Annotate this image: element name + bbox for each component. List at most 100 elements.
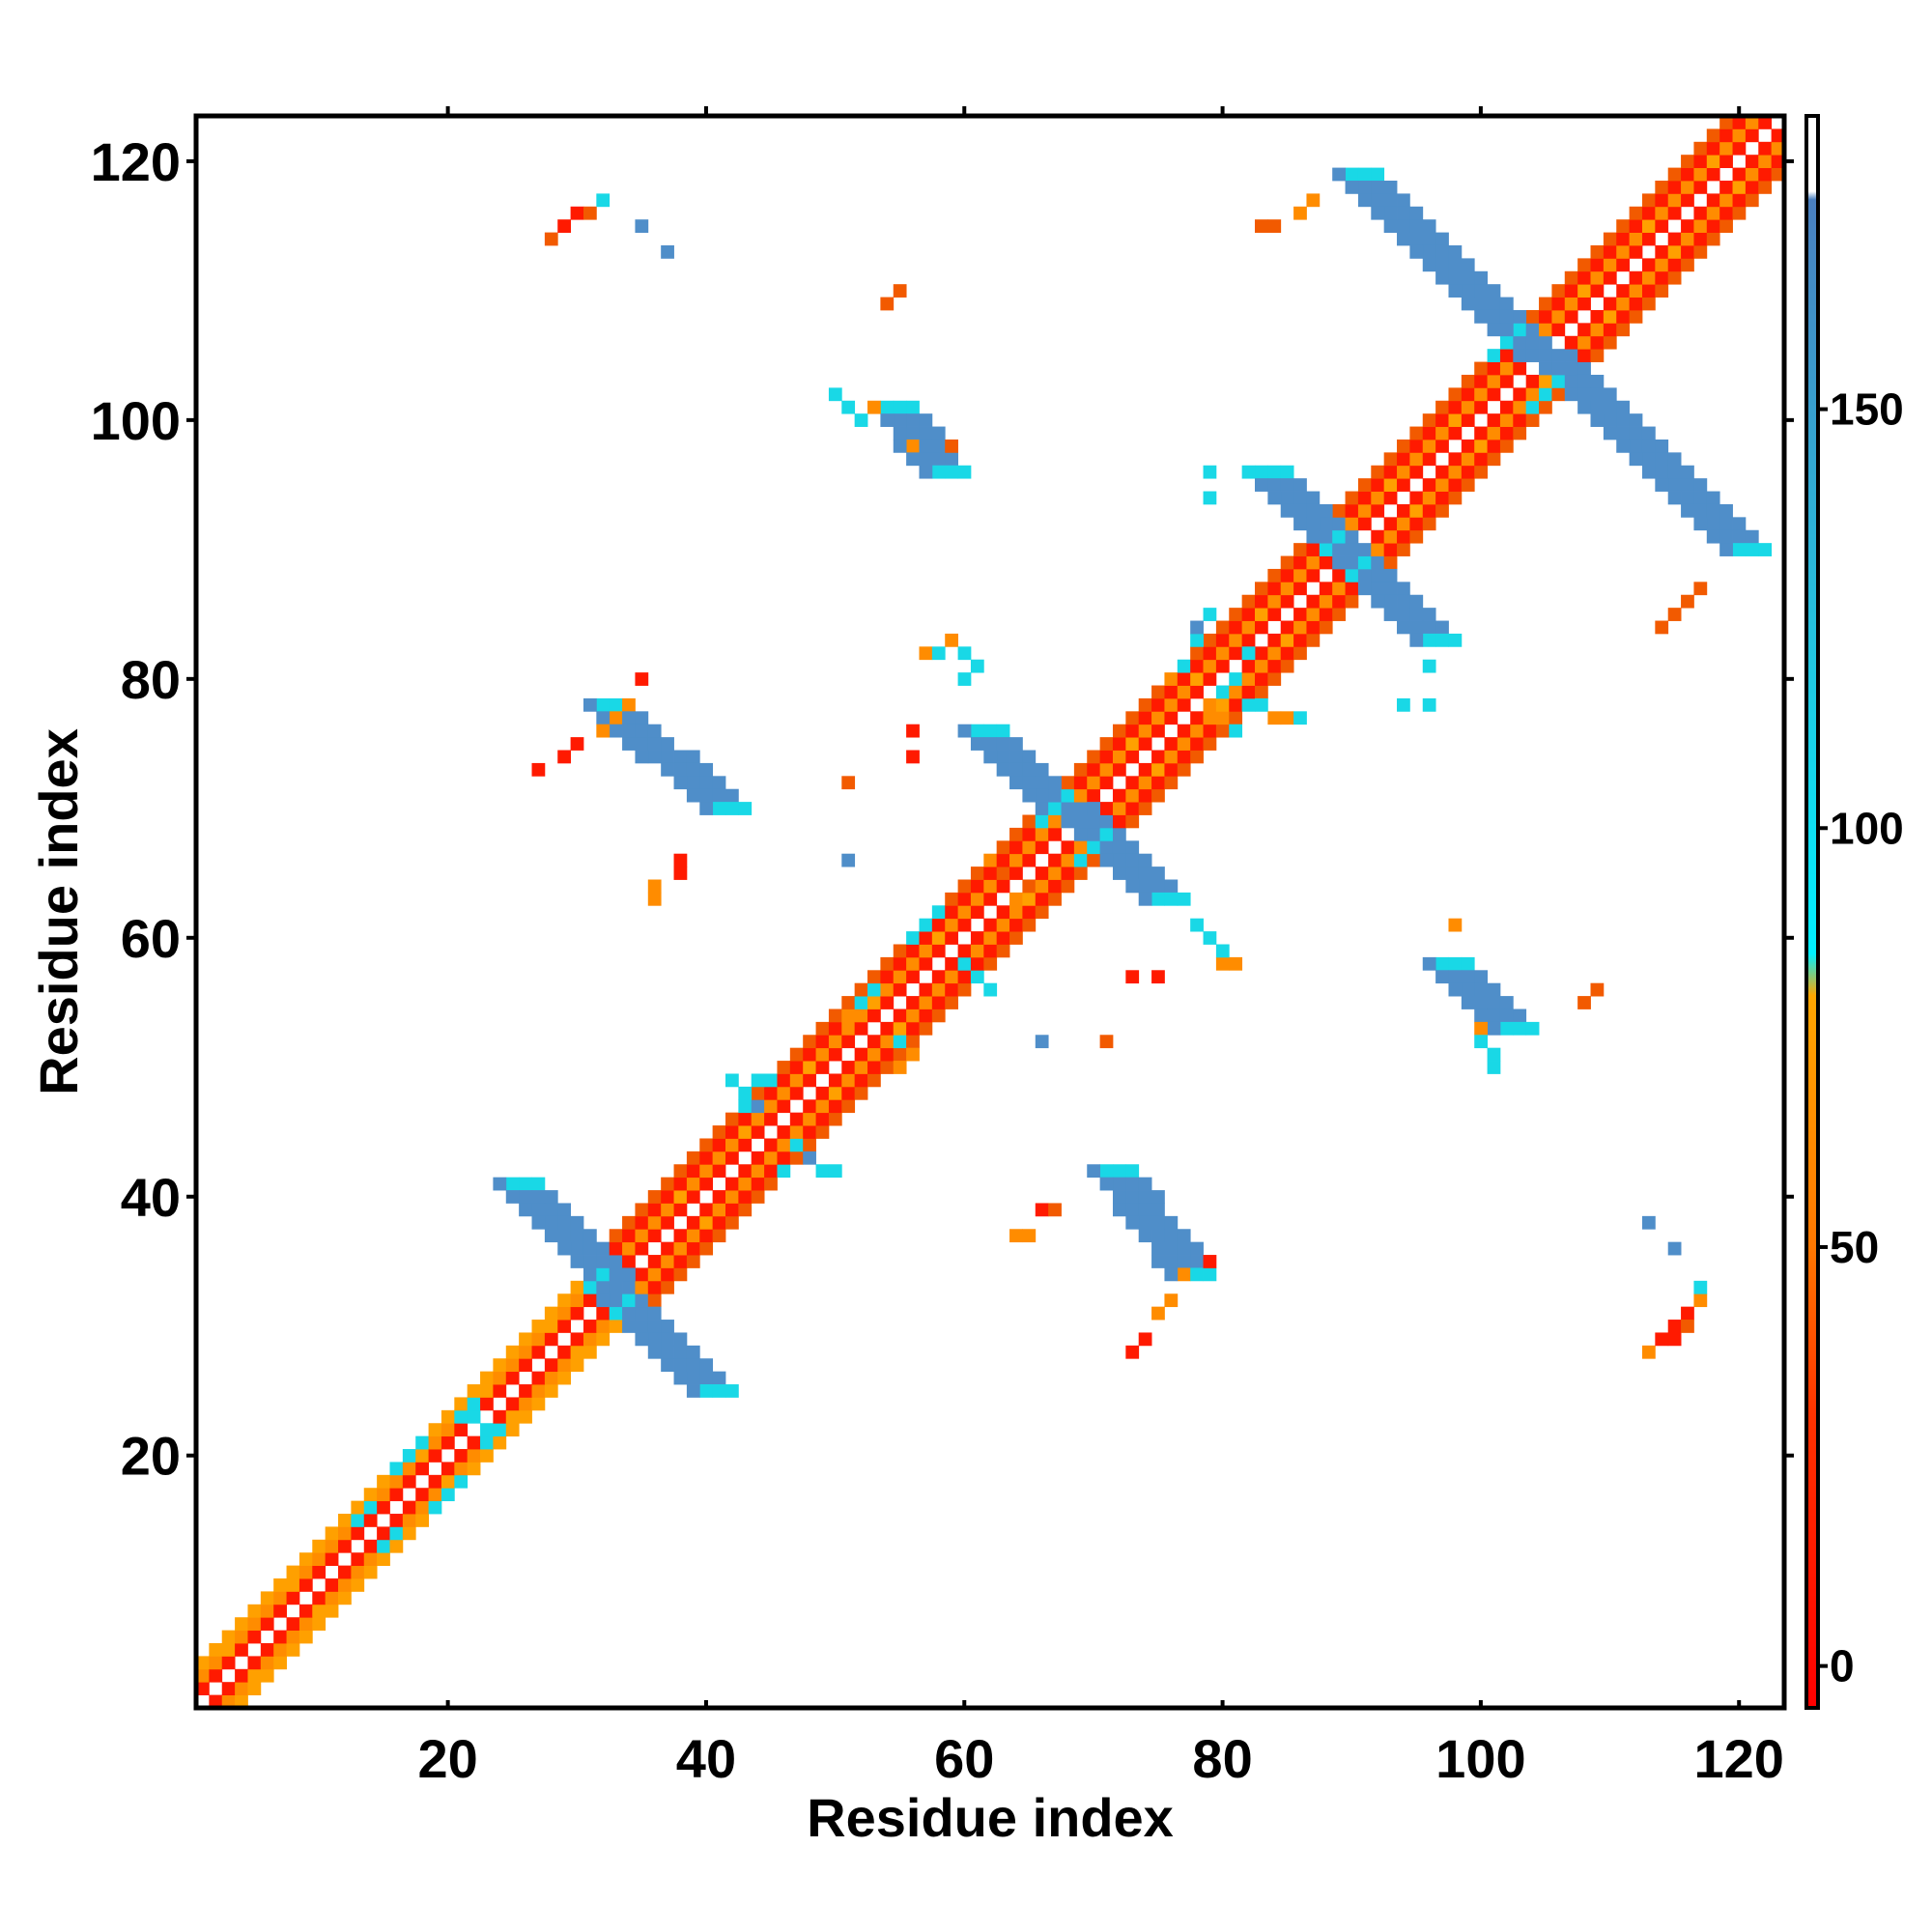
heatmap-cell xyxy=(1487,323,1501,337)
heatmap-cell xyxy=(582,1320,597,1333)
heatmap-cell xyxy=(1758,180,1773,194)
heatmap-cell xyxy=(686,1151,700,1165)
heatmap-cell xyxy=(686,1358,700,1373)
heatmap-cell xyxy=(363,1552,378,1567)
heatmap-cell xyxy=(1267,465,1282,479)
heatmap-cell xyxy=(815,1021,830,1036)
heatmap-cell xyxy=(209,1668,223,1683)
heatmap-cell xyxy=(1112,1177,1126,1191)
heatmap-cell xyxy=(738,1203,753,1217)
heatmap-cell xyxy=(1719,180,1733,194)
heatmap-cell xyxy=(1655,219,1669,233)
heatmap-cell xyxy=(1629,244,1643,259)
heatmap-cell xyxy=(1267,672,1282,686)
heatmap-cell xyxy=(996,944,1010,958)
heatmap-cell xyxy=(1435,633,1449,647)
heatmap-cell xyxy=(1590,400,1605,414)
heatmap-cell xyxy=(544,1332,558,1347)
heatmap-cell xyxy=(712,1371,726,1385)
x-tick-label: 80 xyxy=(1192,1728,1252,1789)
heatmap-cell xyxy=(1190,1255,1204,1268)
heatmap-cell xyxy=(1513,1021,1527,1036)
heatmap-cell xyxy=(893,1035,907,1049)
heatmap-cell xyxy=(1409,452,1424,467)
heatmap-cell xyxy=(699,788,714,803)
heatmap-cell xyxy=(557,1320,572,1333)
heatmap-cell xyxy=(221,1682,236,1695)
heatmap-cell xyxy=(803,1151,816,1165)
heatmap-cell xyxy=(931,439,946,453)
heatmap-cell xyxy=(1112,724,1126,738)
heatmap-cell xyxy=(609,1293,623,1308)
heatmap-cell xyxy=(247,1682,262,1695)
heatmap-cell xyxy=(673,1255,688,1268)
heatmap-cell xyxy=(673,1190,688,1204)
heatmap-cell xyxy=(996,867,1010,880)
heatmap-cell xyxy=(1203,633,1217,647)
heatmap-cell xyxy=(1397,697,1410,712)
heatmap-cell xyxy=(1332,594,1346,609)
heatmap-cell xyxy=(1267,608,1282,621)
heatmap-cell xyxy=(298,1565,313,1579)
heatmap-cell xyxy=(1164,685,1179,699)
heatmap-cell xyxy=(686,1345,700,1359)
heatmap-cell xyxy=(1513,361,1527,376)
heatmap-cell xyxy=(1551,361,1566,376)
heatmap-cell xyxy=(1499,374,1514,388)
heatmap-cell xyxy=(635,1215,649,1230)
heatmap-cell xyxy=(505,1371,520,1385)
heatmap-cell xyxy=(647,1267,662,1282)
heatmap-cell xyxy=(1693,491,1708,505)
heatmap-cell xyxy=(1164,711,1179,725)
heatmap-cell xyxy=(1487,452,1501,467)
heatmap-cell xyxy=(467,1435,481,1450)
heatmap-cell xyxy=(1203,737,1217,751)
heatmap-cell xyxy=(235,1630,248,1644)
heatmap-cell xyxy=(931,465,946,479)
heatmap-cell xyxy=(454,1423,469,1437)
heatmap-cell xyxy=(1435,503,1449,518)
heatmap-cell xyxy=(1371,503,1385,518)
heatmap-cell xyxy=(1629,270,1643,285)
heatmap-cell xyxy=(1229,608,1243,621)
heatmap-cell xyxy=(815,1035,830,1049)
heatmap-cell xyxy=(582,1332,597,1347)
y-tick-label: 120 xyxy=(91,131,181,192)
heatmap-cell xyxy=(1267,568,1282,582)
heatmap-cell xyxy=(1461,400,1475,414)
heatmap-cell xyxy=(1293,711,1307,725)
heatmap-cell xyxy=(1474,284,1488,298)
heatmap-cell xyxy=(945,982,958,997)
heatmap-cell xyxy=(1357,543,1372,556)
heatmap-cell xyxy=(841,1009,856,1023)
heatmap-cell xyxy=(1539,323,1552,337)
heatmap-cell xyxy=(1009,737,1023,751)
heatmap-cell xyxy=(1306,517,1321,531)
heatmap-cell xyxy=(1345,582,1359,596)
heatmap-cell xyxy=(1035,1203,1049,1217)
heatmap-cell xyxy=(725,788,739,803)
heatmap-cell xyxy=(1371,478,1385,492)
heatmap-cell xyxy=(1177,672,1191,686)
heatmap-cell xyxy=(1151,697,1165,712)
heatmap-cell xyxy=(725,1112,739,1126)
heatmap-cell xyxy=(1048,776,1062,790)
heatmap-cell xyxy=(1667,608,1682,621)
heatmap-cell xyxy=(1461,982,1475,997)
heatmap-cell xyxy=(596,711,611,725)
heatmap-cell xyxy=(661,750,674,764)
heatmap-cell xyxy=(1719,193,1733,208)
colorbar-tick-label: 0 xyxy=(1830,1641,1855,1691)
heatmap-cell xyxy=(1409,206,1424,220)
heatmap-cell xyxy=(1035,788,1049,803)
heatmap-cell xyxy=(1397,517,1410,531)
heatmap-cell xyxy=(1629,452,1643,467)
heatmap-cell xyxy=(635,672,649,686)
heatmap-cell xyxy=(1048,879,1062,894)
heatmap-cell xyxy=(686,1255,700,1268)
heatmap-cell xyxy=(1719,503,1733,518)
x-tick-label: 20 xyxy=(417,1728,477,1789)
heatmap-cell xyxy=(983,944,998,958)
heatmap-cell xyxy=(777,1061,791,1074)
heatmap-cell xyxy=(1667,180,1682,194)
